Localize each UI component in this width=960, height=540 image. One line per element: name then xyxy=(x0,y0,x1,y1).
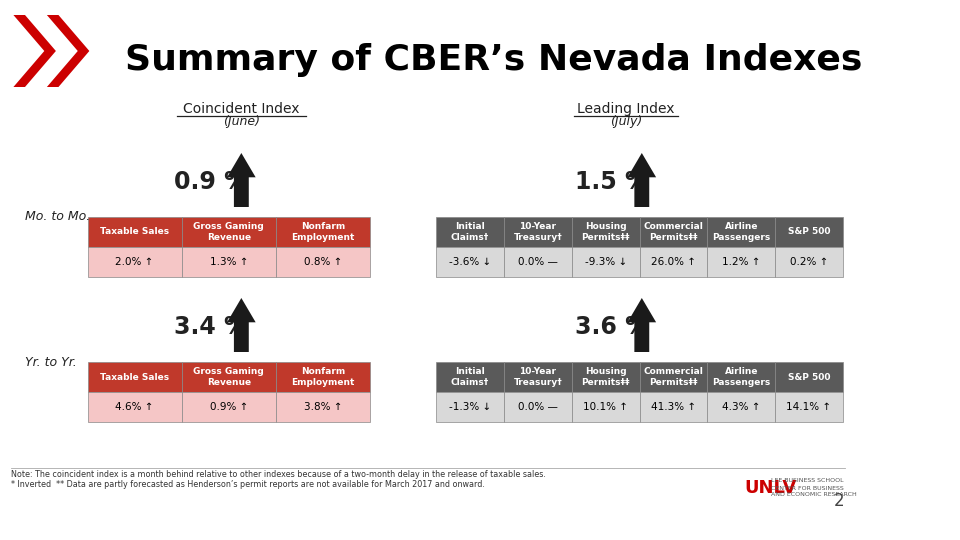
FancyBboxPatch shape xyxy=(181,362,276,392)
FancyBboxPatch shape xyxy=(572,247,639,277)
Text: 10-Year
Treasury†: 10-Year Treasury† xyxy=(514,222,563,242)
Text: Housing
Permits‡‡: Housing Permits‡‡ xyxy=(582,222,630,242)
FancyBboxPatch shape xyxy=(181,217,276,247)
FancyBboxPatch shape xyxy=(436,247,504,277)
FancyBboxPatch shape xyxy=(708,247,775,277)
FancyBboxPatch shape xyxy=(708,392,775,422)
Polygon shape xyxy=(47,15,89,87)
FancyBboxPatch shape xyxy=(775,362,843,392)
Text: -9.3% ↓: -9.3% ↓ xyxy=(585,257,627,267)
Text: (June): (June) xyxy=(223,115,260,128)
FancyBboxPatch shape xyxy=(87,247,181,277)
Text: * Inverted  ** Data are partly forecasted as Henderson’s permit reports are not : * Inverted ** Data are partly forecasted… xyxy=(11,480,485,489)
FancyBboxPatch shape xyxy=(572,362,639,392)
Text: 3.8% ↑: 3.8% ↑ xyxy=(303,402,342,412)
Text: Airline
Passengers: Airline Passengers xyxy=(712,367,770,387)
Text: 14.1% ↑: 14.1% ↑ xyxy=(786,402,831,412)
Text: Gross Gaming
Revenue: Gross Gaming Revenue xyxy=(194,367,264,387)
Text: S&P 500: S&P 500 xyxy=(788,373,830,381)
FancyBboxPatch shape xyxy=(181,392,276,422)
Text: Coincident Index: Coincident Index xyxy=(183,102,300,116)
Polygon shape xyxy=(228,298,255,352)
FancyBboxPatch shape xyxy=(504,362,572,392)
Text: Nonfarm
Employment: Nonfarm Employment xyxy=(291,222,354,242)
FancyBboxPatch shape xyxy=(504,217,572,247)
FancyBboxPatch shape xyxy=(708,217,775,247)
FancyBboxPatch shape xyxy=(639,392,708,422)
FancyBboxPatch shape xyxy=(436,362,504,392)
Text: Airline
Passengers: Airline Passengers xyxy=(712,222,770,242)
FancyBboxPatch shape xyxy=(87,362,181,392)
Text: Yr. to Yr.: Yr. to Yr. xyxy=(25,355,77,368)
Text: LEE BUSINESS SCHOOL
CENTER FOR BUSINESS
AND ECONOMIC RESEARCH: LEE BUSINESS SCHOOL CENTER FOR BUSINESS … xyxy=(771,478,856,497)
Text: 0.2% ↑: 0.2% ↑ xyxy=(790,257,828,267)
Text: 10-Year
Treasury†: 10-Year Treasury† xyxy=(514,367,563,387)
Text: (July): (July) xyxy=(610,115,642,128)
FancyBboxPatch shape xyxy=(639,247,708,277)
Text: Nonfarm
Employment: Nonfarm Employment xyxy=(291,367,354,387)
Text: 1.3% ↑: 1.3% ↑ xyxy=(209,257,248,267)
Text: 0.9 %: 0.9 % xyxy=(175,170,248,194)
Text: Gross Gaming
Revenue: Gross Gaming Revenue xyxy=(194,222,264,242)
FancyBboxPatch shape xyxy=(276,217,370,247)
FancyBboxPatch shape xyxy=(639,217,708,247)
Text: 41.3% ↑: 41.3% ↑ xyxy=(651,402,696,412)
FancyBboxPatch shape xyxy=(708,362,775,392)
Text: 26.0% ↑: 26.0% ↑ xyxy=(651,257,696,267)
FancyBboxPatch shape xyxy=(775,247,843,277)
Text: 0.9% ↑: 0.9% ↑ xyxy=(209,402,248,412)
FancyBboxPatch shape xyxy=(181,247,276,277)
FancyBboxPatch shape xyxy=(436,392,504,422)
FancyBboxPatch shape xyxy=(572,217,639,247)
Text: 4.3% ↑: 4.3% ↑ xyxy=(722,402,760,412)
FancyBboxPatch shape xyxy=(276,362,370,392)
Text: S&P 500: S&P 500 xyxy=(788,227,830,237)
Text: Commercial
Permits‡‡: Commercial Permits‡‡ xyxy=(643,367,704,387)
Text: 2.0% ↑: 2.0% ↑ xyxy=(115,257,154,267)
Text: 3.4 %: 3.4 % xyxy=(175,315,248,339)
Text: Note: The coincident index is a month behind relative to other indexes because o: Note: The coincident index is a month be… xyxy=(11,470,545,479)
FancyBboxPatch shape xyxy=(639,362,708,392)
Text: Commercial
Permits‡‡: Commercial Permits‡‡ xyxy=(643,222,704,242)
Text: Taxable Sales: Taxable Sales xyxy=(100,373,169,381)
FancyBboxPatch shape xyxy=(87,217,181,247)
Polygon shape xyxy=(628,153,656,207)
Text: 0.0% —: 0.0% — xyxy=(518,257,558,267)
FancyBboxPatch shape xyxy=(276,392,370,422)
Text: 0.8% ↑: 0.8% ↑ xyxy=(303,257,342,267)
Text: Initial
Claims†: Initial Claims† xyxy=(451,367,490,387)
FancyBboxPatch shape xyxy=(504,247,572,277)
Text: Mo. to Mo.: Mo. to Mo. xyxy=(25,211,90,224)
Text: -1.3% ↓: -1.3% ↓ xyxy=(449,402,492,412)
Polygon shape xyxy=(13,15,56,87)
Text: 2: 2 xyxy=(834,492,845,510)
Text: Leading Index: Leading Index xyxy=(577,102,675,116)
Text: 4.6% ↑: 4.6% ↑ xyxy=(115,402,154,412)
Polygon shape xyxy=(628,298,656,352)
Text: 0.0% —: 0.0% — xyxy=(518,402,558,412)
FancyBboxPatch shape xyxy=(775,392,843,422)
FancyBboxPatch shape xyxy=(572,392,639,422)
Text: Housing
Permits‡‡: Housing Permits‡‡ xyxy=(582,367,630,387)
Text: UNLV: UNLV xyxy=(745,479,797,497)
FancyBboxPatch shape xyxy=(276,247,370,277)
FancyBboxPatch shape xyxy=(436,217,504,247)
Text: 1.2% ↑: 1.2% ↑ xyxy=(722,257,760,267)
Text: -3.6% ↓: -3.6% ↓ xyxy=(449,257,492,267)
Text: Summary of CBER’s Nevada Indexes: Summary of CBER’s Nevada Indexes xyxy=(125,43,862,77)
FancyBboxPatch shape xyxy=(504,392,572,422)
Text: Initial
Claims†: Initial Claims† xyxy=(451,222,490,242)
FancyBboxPatch shape xyxy=(87,392,181,422)
Polygon shape xyxy=(228,153,255,207)
Text: 10.1% ↑: 10.1% ↑ xyxy=(583,402,628,412)
FancyBboxPatch shape xyxy=(775,217,843,247)
Text: 3.6 %: 3.6 % xyxy=(575,315,649,339)
Text: 1.5 %: 1.5 % xyxy=(575,170,648,194)
Text: Taxable Sales: Taxable Sales xyxy=(100,227,169,237)
